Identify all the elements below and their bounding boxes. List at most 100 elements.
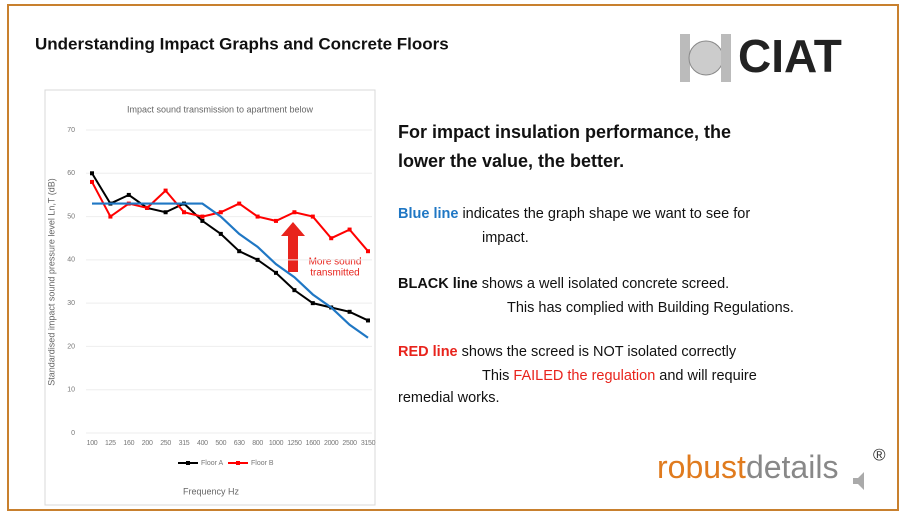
series-marker <box>274 218 278 223</box>
y-tick-label: 70 <box>67 127 75 134</box>
paragraph-text: and will require <box>659 368 757 384</box>
logo-text: robustdetails <box>657 449 838 485</box>
paragraph-text: This has complied with Building Regulati… <box>507 300 794 316</box>
x-tick-label: 1250 <box>287 440 302 447</box>
x-tick-label: 200 <box>142 440 153 447</box>
series-marker <box>329 236 334 241</box>
series-line <box>91 172 369 322</box>
x-tick-label: 400 <box>197 440 208 447</box>
annotation: More sound <box>309 257 362 268</box>
paragraph-text: indicates the graph shape we want to see… <box>462 206 750 222</box>
legend-marker <box>186 461 190 465</box>
y-tick-label: 20 <box>67 343 75 350</box>
paragraph-line: This has complied with Building Regulati… <box>507 300 794 316</box>
x-tick-label: 250 <box>160 440 171 447</box>
logo-mark: ® <box>873 445 886 464</box>
x-axis-label: Frequency Hz <box>183 486 240 496</box>
series-marker <box>292 288 297 293</box>
series-marker <box>163 188 168 193</box>
series-marker <box>255 214 260 219</box>
x-tick-label: 315 <box>179 440 190 447</box>
legend-marker <box>236 461 240 465</box>
heading: For impact insulation performance, the <box>398 122 731 142</box>
series-line <box>92 202 369 339</box>
series-marker <box>90 179 94 184</box>
x-tick-label: 630 <box>234 440 245 447</box>
logo-light: details <box>746 449 839 485</box>
paragraph-text: This <box>482 368 509 384</box>
x-tick-label: 3150 <box>361 440 376 447</box>
paragraph-lead: BLACK line <box>398 276 478 292</box>
annotation-arrow <box>281 222 305 272</box>
robustdetails-logo: robustdetails ® <box>657 445 886 490</box>
chart-title: Impact sound transmission to apartment b… <box>127 104 314 114</box>
series-marker <box>237 249 242 254</box>
series-marker <box>218 231 223 236</box>
series-marker <box>182 210 186 215</box>
paragraph-emphasis: FAILED the regulation <box>513 368 655 384</box>
series-marker <box>366 318 370 323</box>
series-line <box>91 181 369 252</box>
slide-frame <box>7 4 899 511</box>
y-tick-label: 50 <box>67 213 75 220</box>
y-tick-label: 60 <box>67 170 75 177</box>
paragraph-line: This FAILED the regulation and will requir… <box>482 368 757 384</box>
paragraph-lead: Blue line <box>398 206 458 222</box>
series-marker <box>145 205 150 210</box>
y-tick-label: 10 <box>67 387 75 394</box>
heading: lower the value, the better. <box>398 151 624 171</box>
series-marker <box>108 214 113 219</box>
paragraph-lead: RED line <box>398 344 458 360</box>
speaker-icon <box>853 472 864 490</box>
series-marker <box>237 201 242 206</box>
series-marker <box>90 171 94 176</box>
paragraph: Blue line indicates the graph shape we wa… <box>398 206 750 222</box>
series-marker <box>126 192 131 197</box>
logo-pillar <box>680 34 690 82</box>
paragraph: BLACK line shows a well isolated concrete… <box>398 276 729 292</box>
y-tick-label: 30 <box>67 300 75 307</box>
y-axis-label: Standardised impact sound pressure level… <box>46 178 56 385</box>
chart-frame <box>44 89 376 506</box>
series-marker <box>218 210 223 215</box>
x-tick-label: 125 <box>105 440 116 447</box>
annotation: transmitted <box>310 268 359 279</box>
x-tick-label: 2000 <box>324 440 339 447</box>
x-tick-label: 1000 <box>269 440 284 447</box>
x-tick-label: 160 <box>123 440 134 447</box>
series-marker <box>200 214 205 219</box>
logo-pillar <box>721 34 731 82</box>
x-tick-label: 800 <box>252 440 263 447</box>
x-tick-label: 100 <box>87 440 98 447</box>
series-marker <box>163 210 168 215</box>
logo-crest <box>688 40 724 76</box>
series-marker <box>200 218 205 223</box>
x-tick-label: 1600 <box>306 440 321 447</box>
legend-label: Floor A <box>201 460 224 467</box>
x-tick-label: 2500 <box>342 440 357 447</box>
y-tick-label: 0 <box>71 430 75 437</box>
series-marker <box>292 210 297 215</box>
paragraph-line: remedial works. <box>398 390 500 406</box>
legend-label: Floor B <box>251 460 274 467</box>
series-marker <box>274 270 278 275</box>
series-marker <box>366 249 370 254</box>
paragraph-text: shows a well isolated concrete screed. <box>482 276 729 292</box>
series-marker <box>255 257 260 262</box>
series-marker <box>310 214 315 219</box>
ciat-logo: CIAT <box>680 30 842 82</box>
y-tick-label: 40 <box>67 257 75 264</box>
paragraph: RED line shows the screed is NOT isolated… <box>398 344 737 360</box>
paragraph-text: shows the screed is NOT isolated correct… <box>462 344 737 360</box>
logo-strong: robust <box>657 449 746 485</box>
series-marker <box>347 309 352 314</box>
series-marker <box>347 227 352 232</box>
slide-title: Understanding Impact Graphs and Concrete… <box>35 34 449 53</box>
paragraph-line: impact. <box>482 230 529 246</box>
x-tick-label: 500 <box>215 440 226 447</box>
paragraph-text: remedial works. <box>398 390 500 406</box>
paragraph-text: impact. <box>482 230 529 246</box>
logo-text: CIAT <box>738 30 842 82</box>
series-marker <box>310 301 315 306</box>
